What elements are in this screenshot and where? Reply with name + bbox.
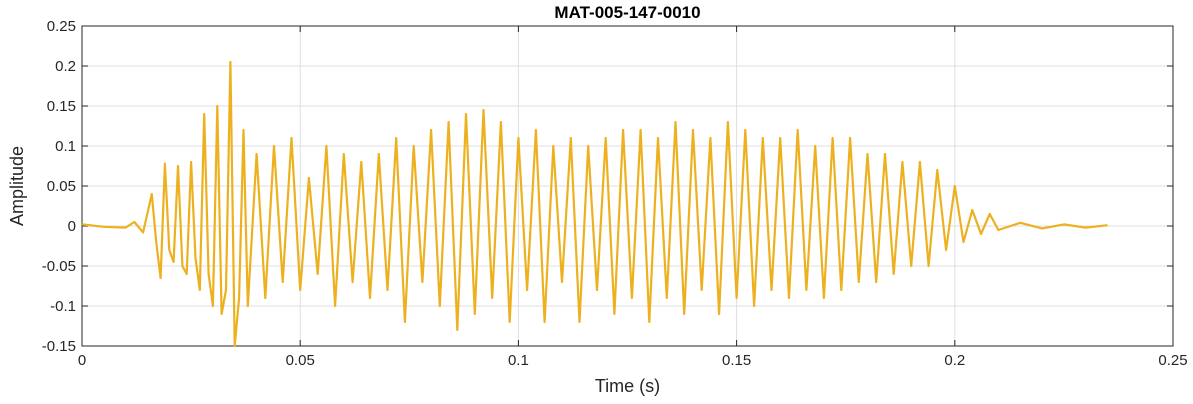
chart-title: MAT-005-147-0010 [554,3,700,22]
x-tick-label: 0 [78,352,86,369]
x-tick-label: 0.2 [944,352,965,369]
y-tick-label: 0 [68,218,76,235]
y-tick-label: 0.1 [55,138,76,155]
series-layer [81,60,1108,348]
x-tick-label: 0.05 [286,352,315,369]
y-tick-label: 0.05 [47,178,76,195]
x-tick-label: 0.1 [508,352,529,369]
y-tick-labels: -0.15 -0.1 -0.05 0 0.05 0.1 0.15 0.2 0.25 [42,18,76,355]
y-tick-label: -0.1 [50,298,76,315]
x-tick-labels: 0 0.05 0.1 0.15 0.2 0.25 [78,352,1188,369]
y-axis-label: Amplitude [7,146,27,226]
y-tick-label: -0.05 [42,258,76,275]
y-tick-label: 0.15 [47,98,76,115]
axis-ticks [81,25,1174,347]
x-tick-label: 0.15 [722,352,751,369]
y-tick-label: 0.25 [47,18,76,35]
y-tick-label: 0.2 [55,58,76,75]
y-tick-label: -0.15 [42,338,76,355]
x-axis-label: Time (s) [595,376,660,396]
series-line-0 [81,60,1108,348]
x-tick-label: 0.25 [1158,352,1187,369]
